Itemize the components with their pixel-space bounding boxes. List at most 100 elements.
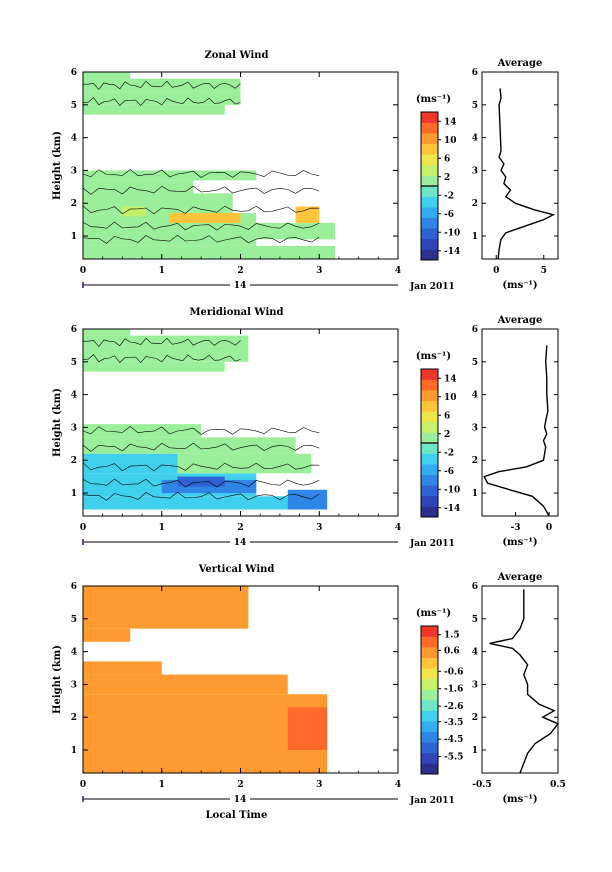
y-tick-label: 1 [71, 489, 77, 499]
heatmap-cell [83, 586, 249, 629]
colorbar-swatch [421, 411, 438, 423]
profile-x-tick-label: -3 [511, 523, 521, 533]
heatmap-cell [177, 476, 225, 487]
profile-y-tick-label: 1 [472, 232, 478, 242]
colorbar-swatch [421, 154, 438, 166]
x-tick-label: 3 [316, 266, 322, 276]
colorbar-swatch [421, 626, 438, 637]
colorbar-swatch [421, 636, 438, 648]
heatmap-cell [83, 335, 249, 346]
x-tick-label: 2 [237, 266, 243, 276]
y-axis-label: Height (km) [52, 645, 63, 714]
colorbar: (ms⁻¹) 1.5 0.6 -0.6 -1.6 -2.6 -3.5 -4.5 -5.5 [416, 608, 463, 775]
heatmap-cell [83, 628, 131, 642]
colorbar-swatch [421, 217, 438, 229]
colorbar-tick-label: -1.6 [444, 685, 463, 695]
colorbar-swatch [421, 742, 438, 754]
colorbar-tick-label: -2 [444, 191, 454, 201]
colorbar-tick-label: -2 [444, 448, 454, 458]
colorbar-swatch [421, 495, 438, 507]
contour-line [83, 337, 241, 347]
profile-title: Average [497, 58, 543, 69]
profile-y-tick-label: 4 [472, 648, 478, 658]
colorbar-swatch [421, 238, 438, 250]
contour-line [82, 185, 320, 195]
y-tick-label: 5 [71, 101, 77, 111]
profile-line [497, 88, 556, 260]
colorbar-tick-label: -2.6 [444, 702, 463, 712]
panel-title: Zonal Wind [204, 50, 268, 61]
y-tick-label: 6 [71, 325, 77, 335]
x-tick-label: 0 [80, 523, 86, 533]
profile-y-tick-label: 1 [472, 746, 478, 756]
heatmap-cell [177, 453, 312, 474]
heatmap-cell [83, 361, 225, 372]
colorbar-swatch [421, 721, 438, 733]
profile-x-axis-label: (ms⁻¹) [502, 280, 537, 291]
heatmap-cell [295, 206, 320, 223]
colorbar-swatch [421, 506, 438, 518]
x-tick-label: 1 [159, 780, 165, 790]
heatmap-cell [256, 222, 335, 240]
y-tick-label: 3 [71, 166, 77, 176]
profile-y-tick-label: 5 [472, 615, 478, 625]
contour-line [82, 169, 320, 178]
x-tick-label: 1 [159, 266, 165, 276]
heatmap-cells [83, 72, 335, 259]
y-axis-label: Height (km) [52, 388, 63, 457]
profile-x-axis-label: (ms⁻¹) [502, 794, 537, 805]
y-tick-label: 4 [71, 648, 77, 658]
colorbar-swatch [421, 710, 438, 722]
colorbar-swatch [421, 763, 438, 775]
profile-y-tick-label: 3 [472, 166, 478, 176]
heatmap-cell [83, 104, 225, 115]
colorbar-swatch [421, 443, 438, 454]
date-label-bg [230, 537, 250, 547]
colorbar-tick-label: -0.6 [444, 667, 463, 677]
colorbar-swatch [421, 143, 438, 155]
x-tick-label: 4 [395, 266, 401, 276]
x-tick-label: 2 [237, 523, 243, 533]
colorbar-swatch [421, 700, 438, 711]
heatmap-cells [83, 586, 328, 773]
profile-y-tick-label: 6 [472, 582, 478, 592]
date-range-label: Jan 2011 [409, 539, 455, 549]
panel-title: Vertical Wind [198, 564, 275, 575]
panel-title: Meridional Wind [189, 307, 283, 318]
colorbar-swatch [421, 731, 438, 743]
x-tick-label: 2 [237, 780, 243, 790]
profile-line [483, 345, 550, 517]
x-tick-label: 3 [316, 523, 322, 533]
contour-lines [82, 337, 320, 501]
colorbar-tick-label: -6 [444, 210, 454, 220]
y-tick-label: 4 [71, 134, 77, 144]
profile-y-tick-label: 1 [472, 489, 478, 499]
colorbar-tick-label: -5.5 [444, 753, 463, 763]
contour-lines [82, 80, 320, 244]
contour-line [82, 97, 241, 107]
colorbar-swatch [421, 133, 438, 145]
heatmap-cell [83, 170, 257, 181]
heatmap-cell [83, 424, 202, 438]
x-tick-label: 0 [80, 780, 86, 790]
colorbar-swatch [421, 122, 438, 134]
colorbar-swatch [421, 421, 438, 433]
heatmap-cell [83, 245, 335, 259]
x-tick-label: 3 [316, 780, 322, 790]
x-axis-label: Local Time [206, 810, 268, 821]
profile-y-tick-label: 2 [472, 713, 478, 723]
heatmap-cell [83, 437, 296, 454]
colorbar-swatch [421, 432, 438, 444]
y-tick-label: 6 [71, 68, 77, 78]
heatmap-cell [83, 674, 288, 695]
colorbar-swatch [421, 112, 438, 123]
profile-y-tick-label: 3 [472, 423, 478, 433]
profile-y-tick-label: 3 [472, 680, 478, 690]
colorbar-swatch [421, 379, 438, 391]
profile-y-tick-label: 2 [472, 199, 478, 209]
colorbar-unit-label: (ms⁻¹) [416, 608, 451, 619]
heatmap-cell [83, 694, 328, 773]
heatmap-cell [83, 496, 328, 510]
profile-y-tick-label: 4 [472, 391, 478, 401]
